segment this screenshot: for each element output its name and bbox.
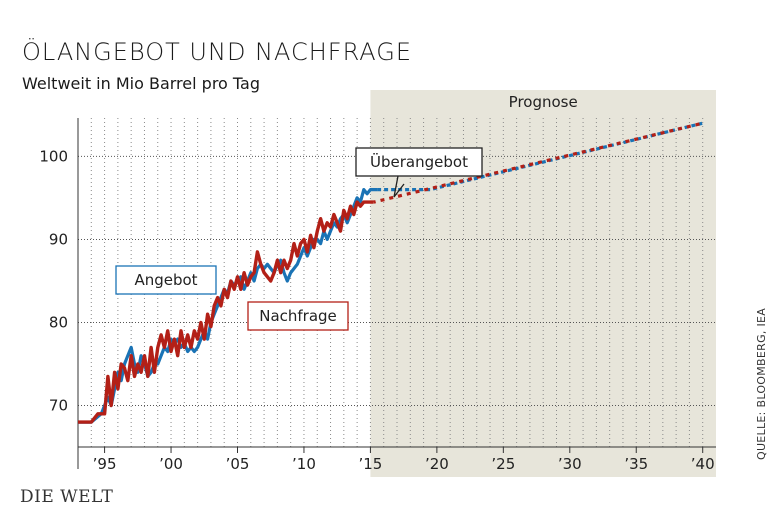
y-tick-label: 100 — [39, 147, 68, 165]
annotation-ueberangebot-frame — [355, 147, 483, 177]
x-tick-label: ’00 — [159, 455, 183, 473]
source-note: QUELLE: BLOOMBERG, IEA — [755, 307, 768, 460]
y-tick-label: 90 — [49, 230, 68, 248]
legend-angebot: Angebot — [115, 265, 217, 295]
annotation-ueberangebot: Überangebot — [355, 147, 483, 177]
y-tick-label: 80 — [49, 313, 68, 331]
x-tick-label: ’95 — [93, 455, 117, 473]
x-tick-label: ’30 — [558, 455, 582, 473]
x-tick-label: ’20 — [425, 455, 449, 473]
annotation-pointer — [393, 175, 405, 198]
chart-subtitle: Weltweit in Mio Barrel pro Tag — [22, 74, 260, 93]
legend-nachfrage-frame — [247, 301, 349, 331]
x-tick-label: ’15 — [358, 455, 382, 473]
y-tick-label: 70 — [49, 396, 68, 414]
brand-logo: DIE WELT — [20, 487, 113, 507]
legend-angebot-frame — [115, 265, 217, 295]
legend-angebot-text: Angebot — [134, 271, 197, 289]
brand-logo-text: DIE WELT — [20, 487, 114, 507]
chart-title: ÖLANGEBOT UND NACHFRAGE — [22, 38, 413, 66]
x-tick-label: ’10 — [292, 455, 316, 473]
x-tick-label: ’35 — [624, 455, 648, 473]
forecast-line-nachfrage — [373, 121, 704, 204]
legend-nachfrage-text: Nachfrage — [259, 307, 337, 325]
series-line-nachfrage — [78, 200, 374, 424]
x-tick-label: ’25 — [491, 455, 515, 473]
annotation-ueberangebot-text: Überangebot — [370, 152, 468, 171]
x-tick-label: ’40 — [691, 455, 715, 473]
forecast-label: Prognose — [509, 93, 578, 111]
legend-nachfrage: Nachfrage — [247, 301, 349, 331]
x-tick-label: ’05 — [226, 455, 250, 473]
